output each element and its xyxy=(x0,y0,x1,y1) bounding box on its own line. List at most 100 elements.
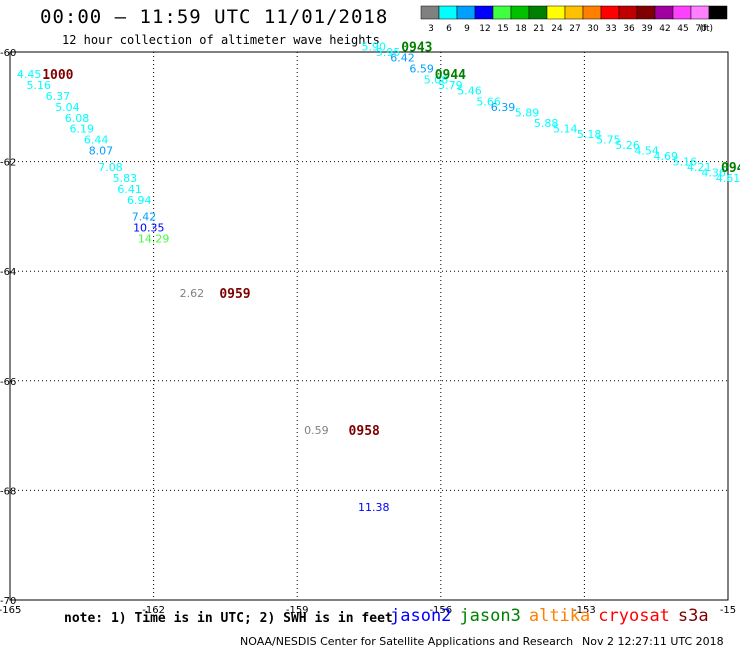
chart-subtitle: 12 hour collection of altimeter wave hei… xyxy=(62,33,380,47)
colorbar-swatch xyxy=(654,5,674,20)
swh-point: 4.36 xyxy=(701,167,726,180)
colorbar-label: 42 xyxy=(659,24,670,34)
legend-jason3: jason3 xyxy=(459,606,521,626)
axes: -165 -162 -159 -156 -153 -15 -60 -62 -64 -66 -68 -7… xyxy=(0,48,736,616)
colorbar-swatch xyxy=(672,5,692,20)
time-label: 0959 xyxy=(219,287,250,302)
colorbar-swatch xyxy=(528,5,548,20)
swh-point: 10.35 xyxy=(133,221,165,234)
y-tick-label: -70 xyxy=(0,596,16,607)
colorbar-label: 18 xyxy=(515,24,527,34)
y-tick-label: -66 xyxy=(0,377,16,388)
swh-point: 5.46 xyxy=(457,84,482,97)
swh-point: 4.69 xyxy=(654,150,679,163)
colorbar-label: 39 xyxy=(641,24,653,34)
colorbar-label: 30 xyxy=(587,24,599,34)
grid xyxy=(10,52,728,600)
colorbar-swatch xyxy=(456,5,476,20)
colorbar-swatch xyxy=(438,5,458,20)
swh-point: 6.41 xyxy=(117,183,142,196)
data-marks: 4.455.166.375.046.086.196.448.077.085.83… xyxy=(17,41,740,514)
time-label: 094 xyxy=(721,161,740,176)
satellite-legend: jason2 jason3 altika cryosat s3a xyxy=(390,606,717,626)
swh-point: 7.42 xyxy=(132,210,157,223)
swh-point: 2.62 xyxy=(180,287,205,300)
swh-point: 6.42 xyxy=(390,51,415,64)
swh-point: 5.14 xyxy=(553,123,578,136)
x-tick-label: -162 xyxy=(142,605,165,616)
x-tick-label: -156 xyxy=(429,605,452,616)
swh-point: 6.37 xyxy=(46,90,71,103)
x-tick-label: -15 xyxy=(720,605,736,616)
swh-point: 6.44 xyxy=(84,134,109,147)
colorbar-label: 21 xyxy=(533,24,544,34)
swh-point: 5.18 xyxy=(577,128,602,141)
credit-timestamp: Nov 2 12:27:11 UTC 2018 xyxy=(582,635,724,648)
swh-point: 4.61 xyxy=(716,172,740,185)
x-tick-label: -159 xyxy=(286,605,309,616)
colorbar-label: 12 xyxy=(479,24,490,34)
colorbar-label: 15 xyxy=(497,24,508,34)
y-tick-label: -68 xyxy=(0,486,16,497)
colorbar-label: 33 xyxy=(605,24,616,34)
swh-point: 5.83 xyxy=(113,172,138,185)
swh-point: 7.08 xyxy=(98,161,123,174)
swh-point: 5.16 xyxy=(26,79,51,92)
swh-point: 8.07 xyxy=(89,145,114,158)
swh-point: 0.59 xyxy=(304,424,329,437)
swh-point: 5.16 xyxy=(673,156,698,169)
swh-point: 6.94 xyxy=(127,194,152,207)
colorbar-swatch xyxy=(708,5,728,20)
y-tick-label: -64 xyxy=(0,267,16,278)
colorbar-swatch xyxy=(564,5,584,20)
time-label: 0944 xyxy=(435,68,466,83)
y-tick-label: -62 xyxy=(0,158,16,169)
swh-point: 6.59 xyxy=(409,62,434,75)
colorbar-label: 45 xyxy=(677,24,688,34)
colorbar-label: 9 xyxy=(464,24,470,34)
colorbar-label: 24 xyxy=(551,24,563,34)
colorbar-swatch xyxy=(582,5,602,20)
colorbar-swatch xyxy=(510,5,530,20)
colorbar-swatch xyxy=(600,5,620,20)
colorbar-swatch xyxy=(546,5,566,20)
swh-point: 5.89 xyxy=(515,106,540,119)
swh-point: 5.04 xyxy=(55,101,80,114)
legend-jason2: jason2 xyxy=(390,606,452,626)
swh-point: 6.39 xyxy=(491,101,516,114)
colorbar-swatch xyxy=(420,5,440,20)
swh-point: 4.54 xyxy=(634,145,659,158)
swh-point: 6.19 xyxy=(70,123,95,136)
x-tick-label: -165 xyxy=(0,605,21,616)
swh-point: 5.66 xyxy=(476,95,501,108)
swh-point: 5.88 xyxy=(534,117,559,130)
colorbar-unit: (ft) xyxy=(699,24,713,34)
swh-point: 5.95 xyxy=(376,46,401,59)
swh-point: 6.08 xyxy=(65,112,90,125)
footer-note: note: 1) Time is in UTC; 2) SWH is in fe… xyxy=(64,611,393,626)
colorbar-swatch xyxy=(636,5,656,20)
swh-point: 5.08 xyxy=(424,73,449,86)
colorbar-label: 36 xyxy=(623,24,635,34)
credit-line: NOAA/NESDIS Center for Satellite Applica… xyxy=(240,635,574,648)
time-label: 0943 xyxy=(401,41,432,56)
x-tick-label: -153 xyxy=(573,605,596,616)
swh-point: 5.90 xyxy=(362,41,387,54)
colorbar: 3 6 9 12 15 18 21 24 27 30 33 36 39 42 45 70(ft) xyxy=(420,5,728,34)
y-tick-label: -60 xyxy=(0,48,16,59)
colorbar-swatch xyxy=(618,5,638,20)
swh-point: 4.45 xyxy=(17,68,42,81)
swh-point: 4.21 xyxy=(687,161,712,174)
colorbar-swatch xyxy=(492,5,512,20)
legend-altika: altika xyxy=(528,606,591,626)
time-label: 1000 xyxy=(42,68,73,83)
plot-frame xyxy=(9,51,729,601)
swh-point: 5.26 xyxy=(615,139,640,152)
swh-point: 14.29 xyxy=(138,232,170,245)
legend-cryosat: cryosat xyxy=(598,606,670,626)
colorbar-label: 27 xyxy=(569,24,580,34)
swh-point: 5.79 xyxy=(438,79,463,92)
colorbar-label: 6 xyxy=(446,24,452,34)
colorbar-swatch xyxy=(474,5,494,20)
